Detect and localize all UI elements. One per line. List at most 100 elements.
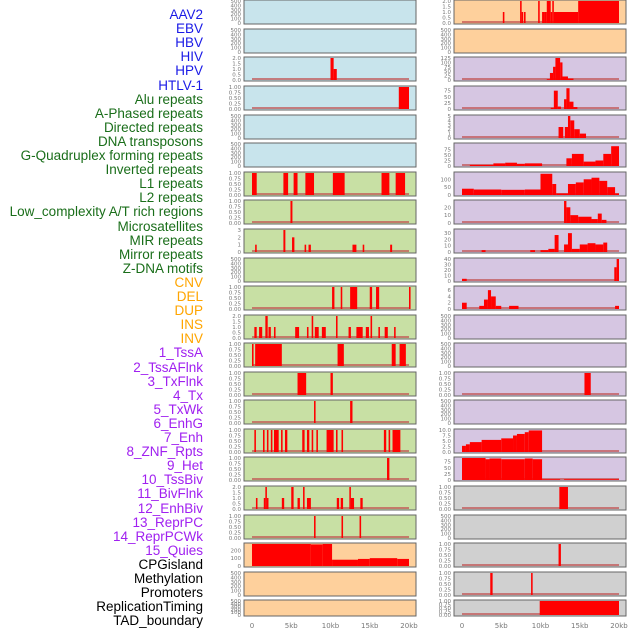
y-tick-label: 1.0 <box>232 67 241 73</box>
signal-bar <box>391 344 396 366</box>
track-background <box>243 599 417 617</box>
y-tick-label: 0.25 <box>229 188 242 194</box>
y-tick-label: 0.25 <box>229 302 242 308</box>
y-tick-label: 0.00 <box>229 193 242 199</box>
y-tick-label: 0.00 <box>229 478 242 484</box>
y-tick-label: 200 <box>231 155 242 161</box>
signal-bar <box>322 544 333 566</box>
track-baseline <box>252 478 409 480</box>
signal-bar <box>462 188 474 195</box>
signal-bar <box>304 244 307 252</box>
y-tick-label: 25 <box>444 101 451 107</box>
signal-bar <box>591 177 600 195</box>
track: 0.00.51.01.52.0 <box>232 314 417 342</box>
signal-bar <box>350 287 358 309</box>
y-tick-label: 300 <box>231 37 242 43</box>
y-tick-label: 0 <box>238 164 242 170</box>
y-tick-label: 100 <box>441 417 452 423</box>
signal-bar <box>270 430 273 452</box>
track-label: 5_TxWk <box>153 401 203 417</box>
signal-bar <box>378 327 380 338</box>
y-tick-label: 0.75 <box>439 603 452 609</box>
track-label: G-Quadruplex forming repeats <box>20 148 203 163</box>
y-tick-label: 40 <box>444 257 451 263</box>
signal-bar <box>489 458 502 480</box>
signal-bar <box>409 287 411 309</box>
signal-bar <box>479 305 484 309</box>
signal-bar <box>268 327 271 338</box>
y-tick-label: 0 <box>238 593 242 599</box>
y-tick-label: 0.50 <box>439 496 452 502</box>
signal-bar <box>259 327 263 338</box>
y-tick-label: 500 <box>231 142 242 148</box>
signal-bar <box>263 498 266 509</box>
track-baseline <box>252 221 409 223</box>
y-tick-label: 0.75 <box>229 520 242 526</box>
track-label: Z-DNA motifs <box>122 260 203 276</box>
y-tick-label: 0.00 <box>439 507 452 513</box>
signal-bar <box>564 99 567 109</box>
signal-bar <box>539 601 619 615</box>
y-tick-label: 2.0 <box>232 314 241 320</box>
y-tick-label: 2 <box>238 235 242 241</box>
track-label: INV <box>180 331 203 347</box>
signal-bar <box>549 72 554 80</box>
signal-bar <box>316 430 318 452</box>
track-background <box>243 85 417 111</box>
signal-bar <box>398 87 409 109</box>
y-tick-label: 25 <box>444 159 451 165</box>
y-tick-label: 0 <box>448 50 452 56</box>
y-tick-label: 200 <box>231 270 242 276</box>
y-tick-label: 0 <box>448 78 452 84</box>
track-label: MIR repeats <box>129 232 203 248</box>
signal-bar <box>359 516 362 538</box>
signal-bar <box>283 173 289 195</box>
track: 0.000.250.500.751.00 <box>229 199 417 227</box>
y-tick-label: 0.75 <box>229 405 242 411</box>
track-background <box>453 56 627 82</box>
y-tick-label: 20 <box>444 205 451 211</box>
y-tick-label: 10 <box>444 213 451 219</box>
y-tick-label: 1.00 <box>439 571 452 577</box>
track: 0.000.250.500.751.00 <box>229 428 417 456</box>
signal-bar <box>501 459 525 480</box>
signal-bar <box>311 316 314 338</box>
signal-bar <box>495 305 502 309</box>
signal-bar <box>357 558 370 566</box>
y-tick-label: 0.50 <box>229 382 242 388</box>
signal-bar <box>601 219 607 223</box>
track-baseline <box>252 307 409 309</box>
y-tick-label: 0.75 <box>229 291 242 297</box>
y-tick-label: 400 <box>231 261 242 267</box>
y-tick-label: 200 <box>441 412 452 418</box>
y-tick-label: 0.50 <box>229 439 242 445</box>
y-tick-label: 1.5 <box>232 491 241 497</box>
track-baseline <box>252 250 409 252</box>
track-baseline <box>252 421 409 423</box>
signal-bar <box>370 316 373 338</box>
signal-bar <box>550 107 554 109</box>
y-tick-label: 0 <box>238 564 242 570</box>
y-tick-label: 25 <box>444 74 451 80</box>
track-label: 7_Enh <box>163 430 203 445</box>
signal-bar <box>546 79 550 80</box>
signal-bar <box>306 430 310 452</box>
track-baseline <box>462 107 619 109</box>
signal-bar <box>383 430 387 452</box>
y-tick-label: 200 <box>441 355 452 361</box>
signal-bar <box>333 69 337 80</box>
track-label: Low_complexity A/T rich regions <box>9 204 203 220</box>
signal-bar <box>520 1 522 23</box>
y-tick-label: 0 <box>238 279 242 285</box>
signal-bar <box>493 163 506 166</box>
track-background <box>453 542 627 568</box>
signal-bar <box>615 305 619 309</box>
